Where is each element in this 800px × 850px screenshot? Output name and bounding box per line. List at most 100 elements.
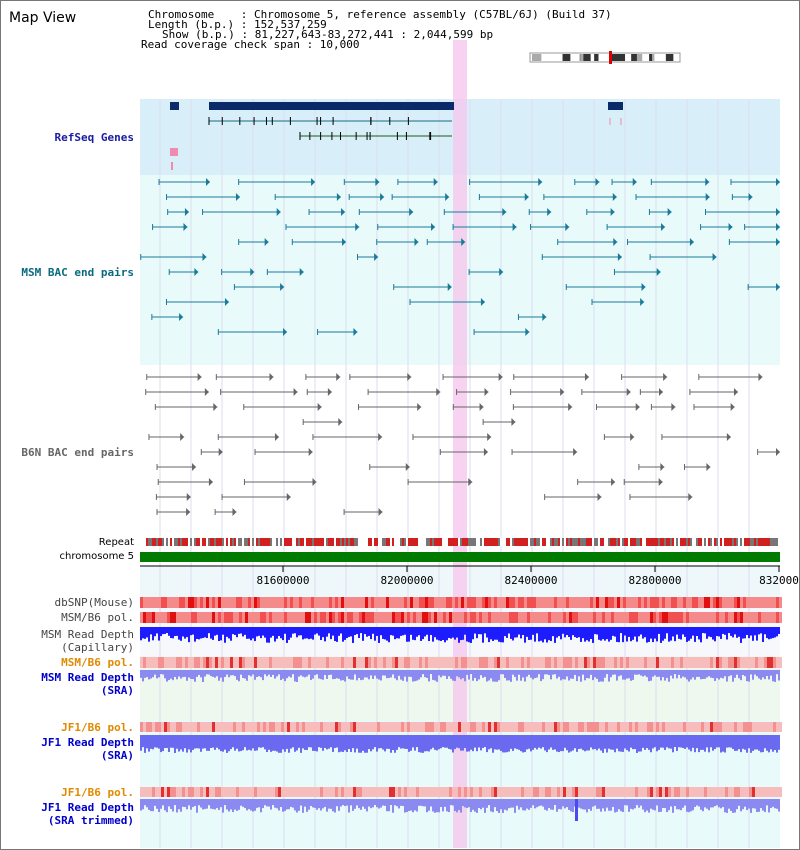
track-label-msm-depth-sra[interactable]: MSM Read Depth xyxy=(41,671,134,684)
track-label-repeat[interactable]: Repeat xyxy=(98,537,134,548)
read-depth-bar xyxy=(602,735,604,753)
heat-cell xyxy=(728,657,731,668)
track-label-dbsnp[interactable]: dbSNP(Mouse) xyxy=(54,596,134,609)
track-label-refseq[interactable]: RefSeq Genes xyxy=(54,131,134,144)
heat-cell xyxy=(725,787,728,797)
heat-cell xyxy=(206,722,209,732)
read-depth-bar xyxy=(630,799,632,809)
read-depth-bar xyxy=(726,627,728,640)
read-depth-bar xyxy=(458,627,460,643)
read-depth-bar xyxy=(330,627,332,640)
read-depth-bar xyxy=(406,670,408,682)
read-depth-bar xyxy=(200,735,202,752)
heat-cell xyxy=(566,612,569,623)
read-depth-bar xyxy=(352,627,354,643)
read-depth-bar xyxy=(576,670,578,682)
heat-cell xyxy=(557,787,560,797)
heat-cell xyxy=(458,657,461,668)
track-label-jf1-pol-1[interactable]: JF1/B6 pol. xyxy=(61,721,134,734)
heat-cell xyxy=(278,787,281,797)
repeat-segment xyxy=(622,538,624,546)
repeat-segment xyxy=(666,538,668,546)
track-label-chromosome[interactable]: chromosome 5 xyxy=(59,551,134,562)
heat-cell xyxy=(347,612,350,623)
read-depth-bar xyxy=(348,799,350,813)
repeat-segment xyxy=(536,538,538,546)
ideogram-band xyxy=(594,54,599,61)
heat-cell xyxy=(734,597,737,608)
b6n-bac-pair-end xyxy=(568,403,573,411)
read-depth-bar xyxy=(336,799,338,807)
heat-cell xyxy=(719,597,722,608)
read-depth-bar xyxy=(348,735,350,750)
heat-cell xyxy=(479,612,482,623)
repeat-segment xyxy=(170,538,172,546)
track-label-msm-b6-pol-1[interactable]: MSM/B6 pol. xyxy=(61,611,134,624)
heat-cell xyxy=(389,787,392,797)
heat-cell xyxy=(335,657,338,668)
track-label-jf1-depth[interactable]: JF1 Read Depth xyxy=(41,736,134,749)
heat-cell xyxy=(188,657,191,668)
heat-cell xyxy=(674,657,677,668)
read-depth-bar xyxy=(744,735,746,750)
read-depth-bar xyxy=(264,670,266,675)
track-label-msm-depth-capillary[interactable]: MSM Read Depth xyxy=(41,628,134,641)
heat-cell xyxy=(284,657,287,668)
heat-cell xyxy=(152,597,155,608)
b6n-bac-pair-end xyxy=(186,493,191,501)
track-label-msm-b6-pol-2[interactable]: MSM/B6 pol. xyxy=(61,656,134,669)
read-depth-bar xyxy=(718,735,720,748)
read-depth-bar xyxy=(180,799,182,812)
repeat-segment xyxy=(160,538,162,546)
heat-cell xyxy=(581,612,584,623)
read-depth-bar xyxy=(326,627,328,637)
track-label-jf1-trimmed[interactable]: JF1 Read Depth xyxy=(41,801,134,814)
read-depth-bar xyxy=(592,799,594,807)
track-label-jf1-pol-2[interactable]: JF1/B6 pol. xyxy=(61,786,134,799)
heat-cell xyxy=(713,787,716,797)
read-depth-bar xyxy=(448,799,450,813)
repeat-segment xyxy=(700,538,702,546)
b6n-bac-pair-end xyxy=(706,463,711,471)
read-depth-bar xyxy=(182,627,184,637)
heat-cell xyxy=(698,787,701,797)
heat-cell xyxy=(290,597,293,608)
read-depth-bar xyxy=(644,799,646,813)
ideogram-band xyxy=(634,54,643,61)
read-depth-bar xyxy=(384,670,386,676)
read-depth-bar xyxy=(664,799,666,809)
heat-cell xyxy=(668,612,671,623)
heat-cell xyxy=(548,597,551,608)
heat-cell xyxy=(275,612,278,623)
read-depth-bar xyxy=(668,627,670,642)
heat-cell xyxy=(512,787,515,797)
heat-cell xyxy=(752,657,755,668)
heat-cell xyxy=(659,657,662,668)
read-depth-bar xyxy=(734,670,736,678)
heat-cell xyxy=(164,787,167,797)
msm-bac-pair-end xyxy=(283,328,288,336)
read-depth-bar xyxy=(562,670,564,680)
heat-cell xyxy=(395,597,398,608)
read-depth-bar xyxy=(436,735,438,751)
repeat-segment xyxy=(288,538,290,546)
heat-cell xyxy=(449,612,452,623)
heat-cell xyxy=(260,722,263,732)
track-label-msm-bac[interactable]: MSM BAC end pairs xyxy=(21,266,134,279)
ideogram-band xyxy=(649,54,653,61)
read-depth-bar xyxy=(216,670,218,677)
heat-cell xyxy=(365,722,368,732)
read-depth-bar xyxy=(174,670,176,677)
heat-cell xyxy=(236,597,239,608)
read-depth-bar xyxy=(372,627,374,634)
read-depth-bar xyxy=(450,735,452,750)
track-label-jf1-trimmed-sub: (SRA trimmed) xyxy=(47,814,134,827)
heat-cell xyxy=(320,612,323,623)
heat-cell xyxy=(413,787,416,797)
track-label-b6n-bac[interactable]: B6N BAC end pairs xyxy=(21,446,134,459)
read-depth-bar xyxy=(670,627,672,641)
read-depth-bar xyxy=(162,799,164,806)
read-depth-bar xyxy=(436,799,438,813)
read-depth-bar xyxy=(194,735,196,749)
